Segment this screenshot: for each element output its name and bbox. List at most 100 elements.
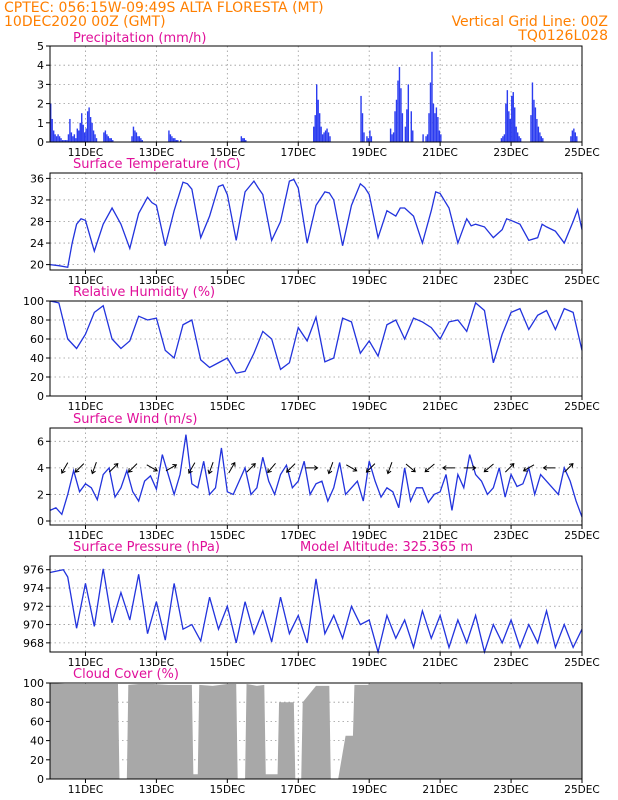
temp-ytick-label: 24 [30,237,44,250]
precip-bar [104,130,107,142]
precip-bar [103,132,105,142]
rh-xtick-label: 11DEC [68,401,103,413]
cloud-cover-area [50,683,582,779]
pressure-title: Surface Pressure (hPa) [73,540,220,555]
wind-arrow [267,462,276,474]
precip-ytick-label: 0 [37,136,44,149]
precip-bar [392,132,395,142]
precip-bar [95,138,98,142]
precip-bar [502,136,504,142]
precip-bar [110,138,112,142]
header-model-id: TQ0126L028 [517,28,608,44]
precip-bar [79,122,81,142]
precip-bar [82,124,84,142]
wind-arrow [207,462,214,475]
rh-xtick-label: 21DEC [422,401,457,413]
precip-bar [431,51,433,143]
precip-bar [317,99,319,142]
press-xtick-label: 21DEC [422,657,457,669]
wind-ytick-label: 6 [37,435,44,448]
precip-bar [135,132,138,142]
wind-arrow [483,463,494,473]
precip-bar [506,90,509,142]
precip-bar [539,132,541,142]
precip-bar [518,136,520,142]
precip-bar [389,128,392,142]
rh-ytick-label: 100 [23,295,44,308]
precip-bar [172,138,175,142]
wind-xtick-label: 19DEC [351,530,386,542]
cloud-ytick-label: 80 [30,696,44,709]
precip-bar [422,134,424,142]
precip-bar [73,134,76,142]
precip-bar [512,92,514,142]
press-ytick-label: 976 [23,564,44,577]
precip-bar [514,107,516,142]
precip-bar [140,138,142,142]
precip-bar [55,136,58,142]
precip-bar [370,136,373,142]
wind-arrow [365,463,376,473]
rh-ytick-label: 20 [30,371,44,384]
precip-bar [369,130,371,142]
wind-xtick-label: 21DEC [422,530,457,542]
wind-arrow [108,462,119,473]
temp-xtick-label: 25DEC [564,275,599,287]
cloud-cover-title: Cloud Cover (%) [73,667,179,682]
rh-xtick-label: 15DEC [210,401,245,413]
wind-series-line [49,434,583,518]
pressure-panel: Surface Pressure (hPa) Model Altitude: 3… [23,540,600,669]
precip-bar [70,132,73,142]
precip-xtick-label: 25DEC [564,147,599,159]
precip-xtick-label: 23DEC [493,147,528,159]
precip-bar [425,136,427,142]
wind-arrow [165,464,178,472]
cloud-xtick-label: 15DEC [210,784,245,796]
precip-bar [243,138,245,142]
precip-bar [91,122,93,142]
wind-title: Surface Wind (m/s) [73,412,197,427]
press-xtick-label: 19DEC [351,657,386,669]
cloud-ytick-label: 0 [37,773,44,786]
precip-bar [86,111,89,142]
precip-bar [432,103,435,142]
cloud-xtick-label: 25DEC [564,784,599,796]
rh-xtick-label: 19DEC [351,401,386,413]
wind-arrow [228,461,236,474]
wind-arrow [522,464,535,472]
precip-bar [50,103,52,142]
header-grid-note: Vertical Grid Line: 00Z [452,14,608,30]
press-xtick-label: 13DEC [139,657,174,669]
cloud-xtick-label: 23DEC [493,784,528,796]
precip-bar [571,130,574,142]
precip-bar [92,130,95,142]
wind-arrow [542,465,556,471]
precip-bar [171,136,173,142]
temp-ytick-label: 28 [30,216,44,229]
rh-series-line [49,300,583,374]
temp-xtick-label: 19DEC [351,275,386,287]
precip-xtick-label: 17DEC [281,147,316,159]
precip-bar [64,140,67,142]
precip-bar [83,132,86,142]
wind-xtick-label: 11DEC [68,530,103,542]
precip-bar [426,134,429,142]
model-altitude-label: Model Altitude: 325.365 m [300,540,473,555]
precip-bar [326,128,328,142]
precip-bar [410,111,412,142]
precip-bar [242,138,244,142]
precip-bar [61,140,64,142]
precip-bar [515,126,517,142]
precip-bar [511,95,513,142]
wind-arrow [60,462,69,474]
wind-arrow [246,462,256,473]
precip-xtick-label: 11DEC [68,147,103,159]
press-ytick-label: 970 [23,619,44,632]
precip-bar [533,99,535,142]
precip-bar [400,88,402,142]
precip-bar [542,138,544,142]
precip-bar [397,80,399,142]
rh-ytick-label: 80 [30,314,44,327]
precip-bar [240,136,243,142]
temp-xtick-label: 17DEC [281,275,316,287]
